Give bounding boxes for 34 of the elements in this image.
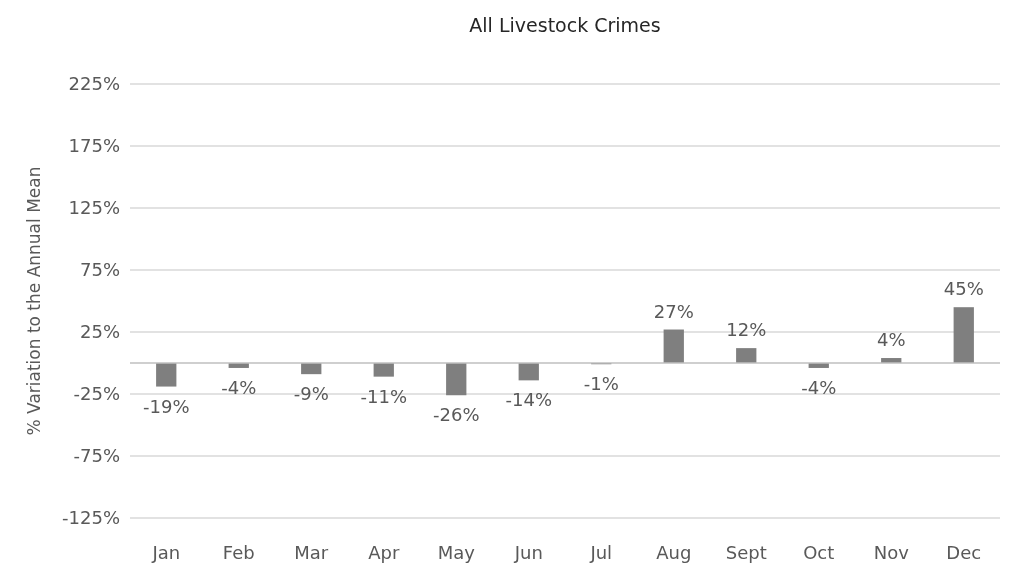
data-label: -14% bbox=[505, 389, 553, 411]
x-tick-label: May bbox=[437, 542, 476, 564]
x-tick-label: Apr bbox=[368, 542, 400, 564]
x-tick-label: Sept bbox=[725, 542, 767, 564]
x-tick-label: Feb bbox=[222, 542, 255, 564]
data-label: 12% bbox=[726, 319, 767, 341]
y-tick-label: 75% bbox=[79, 259, 120, 281]
chart-title: All Livestock Crimes bbox=[469, 14, 661, 36]
data-label: -19% bbox=[142, 395, 190, 417]
y-tick-label: -75% bbox=[73, 445, 120, 467]
data-label: 4% bbox=[876, 329, 906, 351]
x-tick-label: Jul bbox=[589, 542, 613, 564]
y-tick-label: 125% bbox=[68, 197, 120, 219]
data-label: -9% bbox=[293, 383, 329, 405]
x-tick-label: Nov bbox=[873, 542, 910, 564]
data-label: 27% bbox=[653, 300, 694, 322]
y-tick-label: 175% bbox=[68, 135, 120, 157]
data-label: -4% bbox=[221, 376, 257, 398]
data-label: -26% bbox=[432, 404, 480, 426]
y-tick-label: 225% bbox=[68, 73, 120, 95]
x-tick-label: Aug bbox=[656, 542, 692, 564]
y-tick-label: -125% bbox=[62, 507, 120, 529]
y-tick-label: -25% bbox=[73, 383, 120, 405]
data-label: -11% bbox=[360, 385, 408, 407]
x-tick-label: Jun bbox=[513, 542, 543, 564]
data-label: -1% bbox=[583, 373, 619, 395]
x-tick-label: Mar bbox=[294, 542, 329, 564]
y-tick-label: 25% bbox=[79, 321, 120, 343]
y-axis-title: % Variation to the Annual Mean bbox=[24, 166, 44, 436]
data-label: 45% bbox=[943, 278, 984, 300]
x-tick-label: Oct bbox=[803, 542, 835, 564]
x-tick-label: Jan bbox=[151, 542, 181, 564]
data-label: -4% bbox=[801, 376, 837, 398]
x-tick-label: Dec bbox=[946, 542, 982, 564]
